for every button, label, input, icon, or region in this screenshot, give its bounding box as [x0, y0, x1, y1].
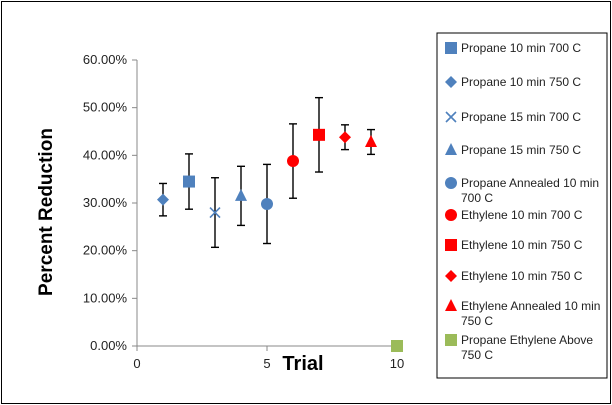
data-point [209, 206, 221, 219]
legend-marker [445, 177, 457, 189]
data-point [235, 188, 247, 201]
legend-label: Ethylene Annealed 10 min 750 C [461, 299, 600, 328]
data-point [313, 128, 325, 141]
legend-label: Propane 15 min 750 C [461, 143, 581, 157]
x-axis-title: Trial [282, 353, 323, 375]
x-tick-label: 10 [390, 356, 404, 371]
legend-marker [445, 111, 457, 123]
legend-label: Ethylene 10 min 750 C [461, 238, 583, 252]
legend-marker [445, 270, 457, 282]
legend-marker [445, 76, 457, 88]
data-point [339, 131, 351, 144]
legend-marker [445, 143, 457, 155]
data-point [365, 134, 377, 147]
data-point [287, 155, 299, 168]
legend-marker [445, 209, 457, 221]
legend-layer: Propane 10 min 700 C Propane 10 min 750 C… [436, 32, 608, 379]
legend-label: Ethylene 10 min 750 C [461, 269, 583, 283]
legend-label: Propane 10 min 750 C [461, 75, 581, 89]
data-point [183, 175, 195, 188]
x-tick-label: 0 [133, 356, 140, 371]
legend-box [436, 32, 608, 379]
legend-label: Propane 10 min 700 C [461, 41, 581, 55]
y-tick-label: 20.00% [83, 243, 128, 258]
legend-marker [445, 334, 457, 346]
data-point [391, 340, 403, 352]
data-point [261, 197, 273, 210]
y-tick-label: 10.00% [83, 290, 128, 305]
y-axis-title: Percent Reduction [36, 128, 57, 296]
y-tick-label: 0.00% [90, 338, 127, 353]
data-point [157, 193, 169, 206]
legend-marker [445, 239, 457, 251]
legend-label: Propane Ethylene Above 750 C [461, 333, 593, 362]
axes-layer: 0.00% 10.00% 20.00% 30.00% 40.00% 50.00% 60.00… [83, 52, 404, 371]
y-tick-label: 30.00% [83, 195, 128, 210]
marks-layer [157, 96, 403, 352]
legend-label: Propane 15 min 700 C [461, 110, 581, 124]
x-tick-label: 5 [263, 356, 270, 371]
y-tick-label: 50.00% [83, 100, 128, 115]
legend-label: Propane Annealed 10 min 700 C [461, 176, 599, 205]
legend-marker [445, 42, 457, 54]
legend-marker [445, 299, 457, 311]
legend-label: Ethylene 10 min 700 C [461, 208, 583, 222]
y-tick-label: 40.00% [83, 147, 128, 162]
y-tick-label: 60.00% [83, 52, 128, 67]
